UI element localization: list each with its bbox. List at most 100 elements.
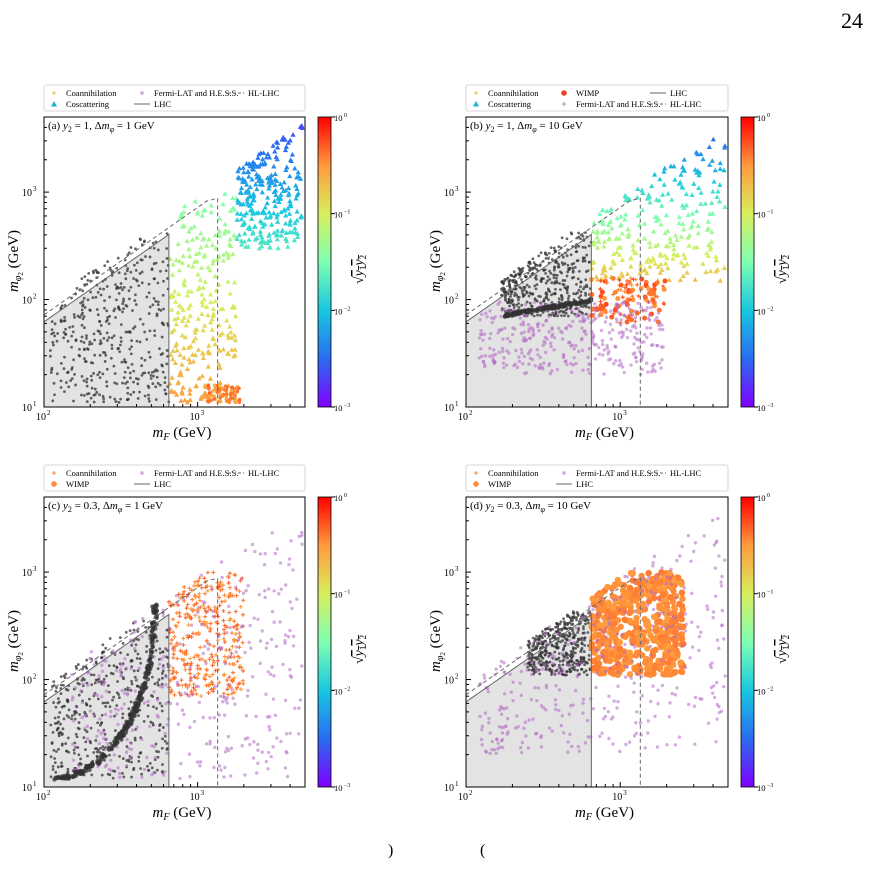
point-coscattering <box>169 272 176 277</box>
point-coscattering <box>597 211 603 217</box>
point-fermi-lat-hess <box>120 706 124 711</box>
point-wimp <box>628 596 636 604</box>
point-wimp <box>601 295 607 301</box>
point-fermi-lat-hess <box>135 677 139 682</box>
point-fermi-lat-hess <box>300 533 304 538</box>
point-lhc-excluded <box>562 310 566 313</box>
point-lhc-excluded <box>539 646 543 649</box>
point-lhc-excluded <box>581 234 585 238</box>
point-lhc-excluded <box>82 736 86 740</box>
point-lhc-excluded <box>53 775 58 780</box>
colorbar-tick-exp: −1 <box>344 210 350 216</box>
point-lhc-excluded <box>153 334 157 337</box>
point-lhc-excluded <box>106 316 109 319</box>
point-coscattering <box>262 210 268 216</box>
point-lhc-excluded <box>122 376 126 380</box>
point-lhc-excluded <box>151 241 155 245</box>
point-coscattering <box>222 191 228 196</box>
point-lhc-excluded <box>51 340 55 344</box>
point-wimp <box>629 308 635 314</box>
y-tick-label: 10 <box>444 403 454 414</box>
point-coscattering <box>283 167 289 173</box>
point-fermi-lat-hess <box>253 549 257 554</box>
point-coannihilation <box>195 666 200 671</box>
point-coannihilation <box>231 625 236 630</box>
point-fermi-lat-hess <box>287 562 291 567</box>
point-coscattering <box>260 238 266 244</box>
colorbar-tick-label: 10 <box>757 113 766 123</box>
point-lhc-excluded <box>137 638 140 642</box>
point-lhc-excluded <box>556 645 560 649</box>
point-coscattering <box>188 288 194 294</box>
point-coannihilation <box>238 604 243 609</box>
point-fermi-lat-hess <box>279 587 283 592</box>
point-wimp <box>678 589 686 597</box>
point-lhc-excluded <box>116 680 119 683</box>
point-fermi-lat-hess <box>205 609 210 614</box>
point-coscattering <box>175 309 181 315</box>
point-lhc-excluded <box>121 302 125 306</box>
point-wimp <box>671 669 678 677</box>
point-fermi-lat-hess <box>580 348 585 353</box>
point-fermi-lat-hess <box>649 590 654 594</box>
colorbar-tick-exp: −2 <box>344 686 350 692</box>
point-lhc-excluded <box>130 643 134 647</box>
point-lhc-excluded <box>568 670 572 674</box>
point-lhc-excluded <box>544 649 548 653</box>
point-lhc-excluded <box>124 277 128 281</box>
point-coscattering <box>209 327 215 332</box>
point-lhc-excluded <box>146 668 151 673</box>
point-coscattering <box>294 186 300 191</box>
point-fermi-lat-hess <box>581 313 585 317</box>
point-lhc-excluded <box>73 712 77 716</box>
point-lhc-excluded <box>102 677 106 681</box>
point-lhc-excluded <box>82 379 86 383</box>
point-coannihilation <box>174 611 179 616</box>
point-fermi-lat-hess <box>500 346 505 351</box>
point-lhc-excluded <box>568 626 571 630</box>
point-coannihilation <box>235 659 240 664</box>
point-fermi-lat-hess <box>576 744 581 749</box>
point-lhc-excluded <box>557 245 561 249</box>
point-fermi-lat-hess <box>557 708 561 713</box>
point-lhc-excluded <box>65 714 69 717</box>
point-fermi-lat-hess <box>627 306 631 311</box>
point-coscattering <box>238 185 245 191</box>
point-lhc-excluded <box>579 650 583 653</box>
point-coscattering <box>195 271 201 277</box>
point-coannihilation <box>174 670 179 675</box>
point-fermi-lat-hess <box>208 739 212 743</box>
point-fermi-lat-hess <box>263 589 267 593</box>
point-fermi-lat-hess <box>481 360 486 364</box>
point-fermi-lat-hess <box>300 664 304 668</box>
point-fermi-lat-hess <box>655 315 659 320</box>
point-coannihilation <box>212 660 217 665</box>
point-lhc-excluded <box>57 715 60 719</box>
point-coannihilation <box>186 635 191 640</box>
point-fermi-lat-hess <box>528 356 533 361</box>
point-lhc-excluded <box>81 317 85 321</box>
point-coscattering <box>200 302 206 308</box>
point-lhc-excluded <box>561 255 565 259</box>
point-fermi-lat-hess <box>574 361 578 366</box>
point-lhc-excluded <box>72 313 76 316</box>
point-coscattering <box>178 211 185 217</box>
point-lhc-excluded <box>132 705 137 711</box>
point-coannihilation <box>202 619 207 624</box>
point-lhc-excluded <box>133 675 137 679</box>
point-lhc-excluded <box>67 750 71 754</box>
point-fermi-lat-hess <box>239 577 244 581</box>
point-lhc-excluded <box>566 314 570 318</box>
point-fermi-lat-hess <box>258 552 263 556</box>
point-coannihilation <box>604 280 609 285</box>
point-fermi-lat-hess <box>288 674 293 678</box>
point-fermi-lat-hess <box>217 764 222 768</box>
point-lhc-excluded <box>108 315 112 318</box>
point-lhc-excluded <box>129 393 133 396</box>
point-coscattering <box>594 230 600 235</box>
point-coscattering <box>275 195 281 201</box>
point-coscattering <box>256 245 263 251</box>
point-fermi-lat-hess <box>175 702 180 706</box>
point-fermi-lat-hess <box>129 741 133 745</box>
point-fermi-lat-hess <box>581 368 585 372</box>
